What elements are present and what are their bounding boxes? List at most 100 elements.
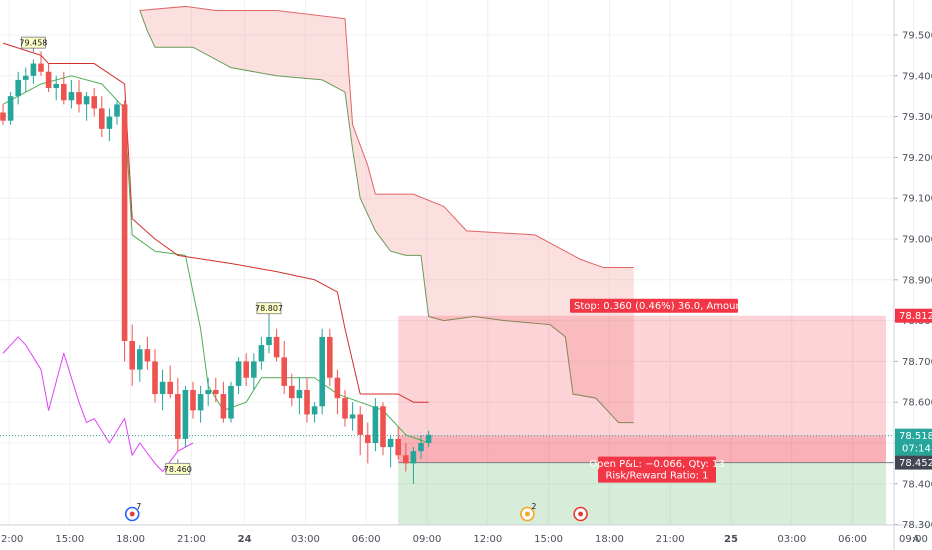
candle-body xyxy=(296,389,303,399)
x-tick-label: 03:00 xyxy=(777,534,806,545)
high-label-text: 79.458 xyxy=(19,39,47,48)
candle-body xyxy=(121,104,128,341)
candle-body xyxy=(410,451,417,464)
x-tick-label: 09:00 xyxy=(413,534,442,545)
y-tick-label: 78.900 xyxy=(902,275,932,286)
candle-body xyxy=(38,63,44,72)
auto-scale-label: A xyxy=(913,534,920,545)
y-tick-label: 78.700 xyxy=(902,357,932,368)
x-tick-label: 15:00 xyxy=(534,534,563,545)
candle-body xyxy=(213,389,219,395)
y-tick-label: 79.200 xyxy=(902,153,932,164)
candle-body xyxy=(144,349,151,362)
grid xyxy=(0,0,914,526)
candle-body xyxy=(114,104,120,117)
y-tick-label: 79.400 xyxy=(902,71,932,82)
candle-body xyxy=(380,406,386,448)
x-tick-label: 06:00 xyxy=(352,534,381,545)
candle-body xyxy=(220,394,227,419)
event-count: 2 xyxy=(531,502,536,511)
risk-reward-text: Risk/Reward Ratio: 1 xyxy=(605,471,708,482)
x-tick-label: 12:00 xyxy=(0,534,23,545)
candle-body xyxy=(152,361,158,395)
x-tick-label: 06:00 xyxy=(838,534,867,545)
pnl-label-text: Open P&L: −0.066, Qty: 13 xyxy=(589,459,724,470)
candle-body xyxy=(289,385,295,399)
low-label-text: 78.460 xyxy=(164,465,192,474)
x-tick-label: 25 xyxy=(724,534,738,545)
candle-body xyxy=(365,434,371,443)
y-tick-label: 79.000 xyxy=(902,235,932,246)
event-count: 7 xyxy=(136,502,141,511)
mid-label-text: 78.807 xyxy=(255,304,283,313)
candle-body xyxy=(349,414,356,419)
event-marker-dot xyxy=(129,511,135,517)
x-tick-label: 09:00 xyxy=(899,534,928,545)
low-label-box xyxy=(165,462,191,475)
cloud-upper-line xyxy=(139,5,634,269)
candle-body xyxy=(266,336,272,346)
candle-body xyxy=(251,361,257,378)
candle-body xyxy=(30,63,37,76)
current-price-tag-box xyxy=(895,428,932,456)
candle-body xyxy=(76,92,82,105)
candle-body xyxy=(258,345,265,362)
x-tick-label: 21:00 xyxy=(177,534,206,545)
candle-body xyxy=(403,455,409,464)
x-tick-label: 12:00 xyxy=(473,534,502,545)
high-label-box xyxy=(20,36,46,49)
countdown-text: 07:14 xyxy=(902,444,931,455)
y-tick-label: 78.600 xyxy=(902,398,932,409)
position-tool[interactable]: Stop: 0.360 (0.46%) 36.0, Amount: 95.32 O… xyxy=(398,298,894,525)
candle-body xyxy=(15,79,21,97)
candle-body xyxy=(175,394,181,439)
pnl-box xyxy=(598,456,716,483)
candle-body xyxy=(395,438,401,456)
candle-body xyxy=(334,377,341,399)
lagging-span-line xyxy=(2,336,194,473)
candle-body xyxy=(53,83,59,89)
candle-body xyxy=(418,443,424,452)
x-tick-label: 18:00 xyxy=(595,534,624,545)
cloud-lower-line xyxy=(139,10,634,424)
candle-body xyxy=(61,83,67,101)
mid-label-box xyxy=(256,302,282,315)
candle-body xyxy=(197,394,204,411)
candle-body xyxy=(182,389,189,439)
candle-body xyxy=(243,361,249,378)
candle-body xyxy=(45,71,52,89)
candle-body xyxy=(7,96,14,121)
conversion-line xyxy=(2,42,429,403)
candle-body xyxy=(273,336,280,358)
candle-body xyxy=(99,108,105,129)
entry-price-tag-text: 78.452 xyxy=(899,458,932,469)
candles xyxy=(0,51,432,484)
candle-body xyxy=(129,341,135,370)
candle-body xyxy=(319,336,325,407)
y-tick-label: 79.300 xyxy=(902,112,932,123)
candle-body xyxy=(167,381,173,395)
stop-label-text: Stop: 0.360 (0.46%) 36.0, Amount: 95.32 xyxy=(574,301,781,312)
chart-annotations: 79.458 78.807 78.460 7 2 xyxy=(19,36,588,522)
candle-body xyxy=(281,357,287,386)
candle-body xyxy=(357,414,363,435)
candle-body xyxy=(327,336,333,378)
candle-body xyxy=(228,385,234,419)
entry-price-tag-box xyxy=(895,455,932,470)
y-tick-label: 79.100 xyxy=(902,194,932,205)
stop-label-box xyxy=(570,298,738,313)
candle-body xyxy=(83,96,90,105)
candle-body xyxy=(106,116,113,129)
stop-price-tag-box xyxy=(895,308,932,323)
candle-body xyxy=(0,112,6,121)
event-marker-dot xyxy=(578,511,583,517)
candle-body xyxy=(304,389,310,415)
x-tick-label: 15:00 xyxy=(55,534,84,545)
candle-body xyxy=(235,361,242,386)
x-tick-label: 24 xyxy=(238,534,252,545)
candle-body xyxy=(311,406,318,415)
current-price-text: 78.518 xyxy=(899,431,932,442)
candle-body xyxy=(205,389,211,395)
